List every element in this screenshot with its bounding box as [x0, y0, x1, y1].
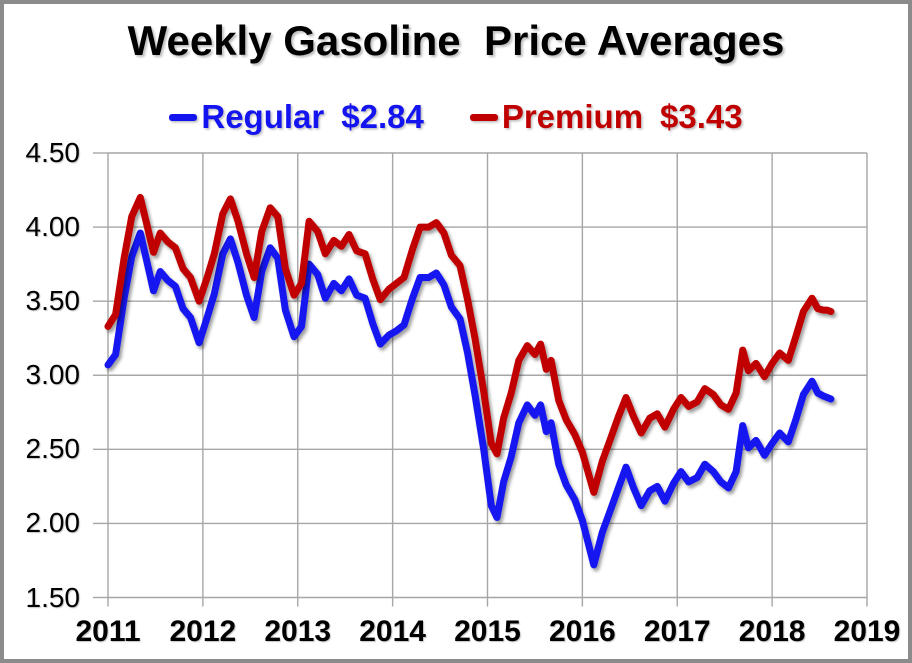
- chart-title: Weekly Gasoline Price Averages: [127, 17, 785, 64]
- x-axis-label: 2013: [264, 615, 332, 648]
- legend-item-premium: Premium $3.43: [469, 98, 743, 136]
- y-axis-label: 2.50: [25, 433, 81, 465]
- premium-line-swatch: [469, 113, 498, 121]
- legend-item-regular: Regular $2.84: [169, 98, 424, 136]
- y-axis-label: 2.00: [25, 507, 81, 539]
- legend-label-regular: Regular: [201, 98, 325, 135]
- x-axis-label: 2015: [454, 615, 521, 648]
- regular-series-line: [104, 229, 835, 569]
- x-axis-label: 2012: [169, 615, 237, 648]
- x-axis-label: 2011: [75, 615, 141, 648]
- y-axis-label: 1.50: [25, 581, 81, 613]
- legend-label-premium: Premium: [501, 98, 644, 135]
- legend: Regular $2.84 Premium $3.43: [4, 98, 908, 136]
- legend-price-premium: $3.43: [660, 98, 743, 135]
- y-axis-label: 3.00: [25, 359, 81, 391]
- x-axis-label: 2016: [549, 615, 616, 648]
- x-axis-label: 2018: [738, 615, 806, 648]
- y-axis-label: 4.00: [25, 211, 81, 243]
- premium-series-line: [104, 193, 835, 496]
- legend-price-regular: $2.84: [341, 98, 424, 135]
- y-axis-label: 4.50: [25, 137, 81, 168]
- y-axis-label: 3.50: [25, 285, 81, 317]
- x-axis-label: 2014: [359, 615, 426, 648]
- plot-area: [93, 152, 868, 607]
- x-axis-label: 2017: [643, 615, 711, 648]
- regular-line-swatch: [169, 113, 198, 121]
- x-axis-label: 2019: [833, 615, 901, 648]
